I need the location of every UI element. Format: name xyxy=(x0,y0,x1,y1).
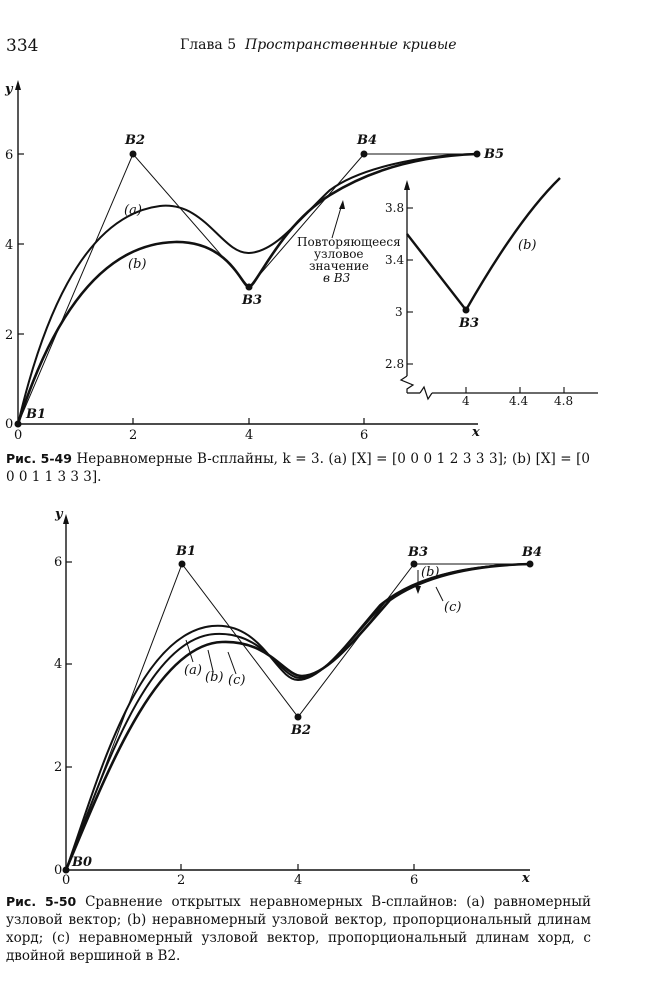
fig2-curve-c xyxy=(64,562,531,871)
fig1-label-b2: B2 xyxy=(124,133,145,148)
fig1-point-b3 xyxy=(245,283,253,291)
inset-x-break xyxy=(419,385,433,401)
fig1-x-label: x xyxy=(471,425,480,440)
inset-ytick-2-8: 2.8 xyxy=(385,357,404,371)
fig1-ytick-2: 2 xyxy=(5,328,13,343)
fig1-annotation-line4: в B3 xyxy=(323,271,351,285)
fig2-right-label-b: (b) xyxy=(421,565,439,580)
fig1-label-b3: B3 xyxy=(241,293,262,308)
fig2-y-arrow xyxy=(63,514,69,524)
figure-5-49 xyxy=(14,80,598,428)
fig1-y-label: y xyxy=(4,82,14,97)
fig2-point-b0 xyxy=(62,866,70,874)
fig1-xtick-6: 6 xyxy=(360,428,368,443)
fig1-xtick-4: 4 xyxy=(245,428,253,443)
fig2-right-label-c: (c) xyxy=(444,600,461,615)
caption-label-5-50: Рис. 5-50 xyxy=(6,894,77,909)
fig1-xtick-2: 2 xyxy=(129,428,137,443)
fig2-ticks xyxy=(66,561,415,870)
inset-xtick-4: 4 xyxy=(462,394,470,408)
fig1-annotation-line2: узловое xyxy=(314,247,364,261)
fig2-y-label: y xyxy=(54,507,64,522)
fig1-point-b1 xyxy=(14,420,22,428)
fig2-point-b3 xyxy=(410,560,418,568)
fig1-curve-a xyxy=(17,153,478,425)
fig1-ytick-6: 6 xyxy=(5,148,13,163)
fig2-curve-label-a: (a) xyxy=(184,663,202,678)
fig2-xtick-0: 0 xyxy=(62,873,70,888)
fig2-ytick-6: 6 xyxy=(54,555,62,570)
fig1-point-b5 xyxy=(473,150,481,158)
fig2-label-b2: B2 xyxy=(290,723,311,738)
fig2-point-b1 xyxy=(178,560,186,568)
chapter-label: Глава 5 xyxy=(180,37,237,53)
caption-label-5-49: Рис. 5-49 xyxy=(6,451,72,466)
fig2-curve-label-b: (b) xyxy=(205,670,223,685)
inset-label-b3: B3 xyxy=(458,316,479,331)
fig2-xtick-2: 2 xyxy=(177,873,185,888)
caption-text-5-49: Неравномерные B-сплайны, k = 3. (a) [X] … xyxy=(6,451,590,485)
page-number: 334 xyxy=(6,36,39,56)
fig1-label-b4: B4 xyxy=(356,133,377,148)
fig1-curve-label-a: (a) xyxy=(124,203,142,218)
fig1-point-b4 xyxy=(360,150,368,158)
figure-5-50-caption: Рис. 5-50 Сравнение открытых неравномерн… xyxy=(6,893,591,965)
inset-xtick-4-4: 4.4 xyxy=(509,394,528,408)
inset-curve-b xyxy=(406,177,561,313)
fig1-ytick-0: 0 xyxy=(5,417,13,432)
fig2-pointers xyxy=(185,570,444,675)
fig2-label-b3: B3 xyxy=(407,545,428,560)
fig1-annotation-arrow xyxy=(339,200,345,209)
inset-y-arrow xyxy=(404,180,410,190)
fig1-curve-label-b: (b) xyxy=(128,257,146,272)
fig2-x-label: x xyxy=(521,871,530,886)
figure-5-49-caption: Рис. 5-49 Неравномерные B-сплайны, k = 3… xyxy=(6,450,590,486)
inset-ytick-3-4: 3.4 xyxy=(385,253,404,267)
fig2-point-b2 xyxy=(294,713,302,721)
fig1-inset xyxy=(399,177,598,401)
fig1-ytick-4: 4 xyxy=(5,238,13,253)
fig1-annotation-line3: значение xyxy=(309,259,369,273)
inset-xtick-4-8: 4.8 xyxy=(554,394,573,408)
fig1-annotation-pointer xyxy=(331,203,343,239)
fig2-arrow-b xyxy=(415,586,421,594)
inset-curve-label-b: (b) xyxy=(518,238,536,253)
inset-ytick-3-8: 3.8 xyxy=(385,201,404,215)
inset-y-break xyxy=(399,375,415,393)
caption-text-5-50: Сравнение открытых неравномерных B-сплай… xyxy=(6,894,591,964)
inset-ytick-3: 3 xyxy=(395,305,403,319)
fig2-ytick-2: 2 xyxy=(54,760,62,775)
fig2-point-b4 xyxy=(526,560,534,568)
fig2-label-b4: B4 xyxy=(521,545,542,560)
fig1-label-b5: B5 xyxy=(483,147,504,162)
fig1-labels: y x 0 2 4 6 0 2 4 6 B1 B2 B3 B4 B5 (a) (… xyxy=(4,82,573,443)
fig2-labels: y x 0 2 4 6 0 2 4 6 B0 B1 B2 B3 B4 (a) (… xyxy=(54,507,542,888)
fig1-annotation-line1: Повторяющееся xyxy=(297,235,401,249)
fig2-label-b0: B0 xyxy=(71,855,92,870)
fig1-point-b2 xyxy=(129,150,137,158)
inset-ticks xyxy=(407,207,565,393)
fig1-label-b1: B1 xyxy=(25,407,46,422)
chapter-title: Пространственные кривые xyxy=(245,37,457,53)
fig1-ticks xyxy=(18,153,365,424)
fig2-xtick-6: 6 xyxy=(410,873,418,888)
fig1-xtick-0: 0 xyxy=(14,428,22,443)
fig2-ytick-0: 0 xyxy=(54,863,62,878)
fig2-curve-label-c: (c) xyxy=(228,673,245,688)
fig2-xtick-4: 4 xyxy=(294,873,302,888)
fig2-label-b1: B1 xyxy=(175,544,196,559)
running-head: Глава 5 Пространственные кривые xyxy=(180,37,457,53)
figure-5-50 xyxy=(62,514,534,874)
fig2-ytick-4: 4 xyxy=(54,657,62,672)
inset-point-b3 xyxy=(462,306,470,314)
fig1-y-arrow xyxy=(15,80,21,90)
